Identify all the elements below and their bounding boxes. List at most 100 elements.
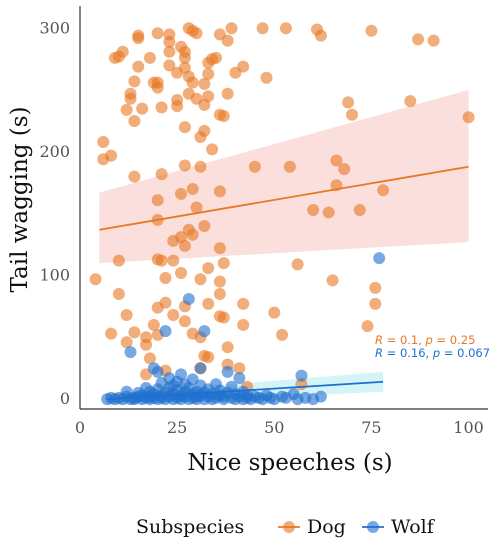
dog-point bbox=[202, 67, 215, 80]
dog-point bbox=[213, 242, 226, 255]
dog-point bbox=[124, 87, 137, 100]
dog-point bbox=[404, 95, 417, 108]
dog-point bbox=[175, 267, 188, 280]
wolf-point bbox=[194, 362, 207, 375]
dog-point bbox=[155, 101, 168, 114]
dog-point bbox=[143, 352, 156, 365]
dog-point bbox=[307, 203, 320, 216]
dog-point bbox=[105, 149, 118, 162]
wolf-regression-line bbox=[107, 380, 384, 401]
dog-point bbox=[105, 327, 118, 340]
dog-point bbox=[143, 51, 156, 64]
dog-point bbox=[167, 309, 180, 322]
dog-point bbox=[221, 87, 234, 100]
dog-point bbox=[237, 297, 250, 310]
dog-point bbox=[163, 35, 176, 48]
plot-area bbox=[89, 22, 475, 406]
dog-point bbox=[112, 288, 125, 301]
dog-point bbox=[159, 296, 172, 309]
dog-point bbox=[159, 271, 172, 284]
dog-point bbox=[206, 143, 219, 156]
dog-confidence-band bbox=[99, 90, 469, 264]
wolf-legend-dot bbox=[367, 521, 379, 533]
dog-point bbox=[268, 306, 281, 319]
dog-point bbox=[213, 288, 226, 301]
dog-point bbox=[217, 311, 230, 324]
dog-point bbox=[233, 362, 246, 375]
dog-point bbox=[178, 51, 191, 64]
y-tick-label: 300 bbox=[39, 18, 70, 37]
dog-point bbox=[326, 274, 339, 287]
dog-point bbox=[167, 254, 180, 267]
dog-point bbox=[163, 45, 176, 58]
dog-point bbox=[237, 60, 250, 73]
dog-point bbox=[132, 60, 145, 73]
legend-title: Subspecies bbox=[136, 516, 244, 538]
dog-point bbox=[283, 160, 296, 173]
dog-point bbox=[171, 100, 184, 113]
dog-point bbox=[202, 351, 215, 364]
wolf-point bbox=[151, 365, 164, 378]
dog-point bbox=[342, 96, 355, 109]
dog-point bbox=[353, 203, 366, 216]
wolf-point bbox=[221, 365, 234, 378]
dog-point bbox=[248, 160, 261, 173]
dog-point bbox=[186, 228, 199, 241]
dog-point bbox=[276, 328, 289, 341]
dog-point bbox=[314, 29, 327, 42]
wolf-point bbox=[124, 346, 137, 359]
dog-point bbox=[202, 262, 215, 275]
dog-point bbox=[365, 24, 378, 37]
dog-point bbox=[132, 29, 145, 42]
wolf-point bbox=[295, 369, 308, 382]
dog-point bbox=[120, 336, 133, 349]
dog-point bbox=[361, 320, 374, 333]
dog-point bbox=[186, 76, 199, 89]
x-tick-label: 0 bbox=[75, 418, 85, 437]
dog-point bbox=[194, 160, 207, 173]
tick-labels: 0 25 50 75 100 0 100 200 300 bbox=[39, 18, 483, 437]
dog-point bbox=[369, 281, 382, 294]
dog-point bbox=[178, 159, 191, 172]
dog-point bbox=[89, 273, 102, 286]
dog-point bbox=[213, 185, 226, 198]
wolf-point bbox=[233, 372, 246, 385]
dog-point bbox=[120, 103, 133, 116]
dog-point bbox=[412, 33, 425, 46]
dog-point bbox=[221, 341, 234, 354]
wolf-point bbox=[314, 390, 327, 403]
dog-point bbox=[190, 201, 203, 214]
dog-point bbox=[175, 187, 188, 200]
dog-point bbox=[213, 275, 226, 288]
dog-point bbox=[279, 22, 292, 35]
dog-point bbox=[221, 34, 234, 47]
dog-point bbox=[225, 22, 238, 35]
dog-regression-line bbox=[99, 165, 469, 231]
dog-point bbox=[147, 318, 160, 331]
dog-point bbox=[178, 121, 191, 134]
dog-point bbox=[151, 27, 164, 40]
dog-point bbox=[178, 239, 191, 252]
dog-point bbox=[97, 135, 110, 148]
dog-legend-dot bbox=[283, 521, 295, 533]
dog-point bbox=[140, 338, 153, 351]
dog-point bbox=[116, 45, 129, 58]
dog-stat-label: R = 0.1, p = 0.25 bbox=[375, 333, 475, 347]
dog-point bbox=[198, 124, 211, 137]
dog-point bbox=[178, 315, 191, 328]
dog-point bbox=[198, 77, 211, 90]
dog-point bbox=[210, 51, 222, 64]
dog-point bbox=[120, 309, 133, 322]
y-tick-label: 100 bbox=[39, 265, 70, 284]
wolf-stat-label: R = 0.16, p = 0.067 bbox=[375, 346, 490, 360]
x-tick-label: 50 bbox=[264, 418, 284, 437]
dog-point bbox=[346, 108, 358, 121]
wolf-point bbox=[373, 252, 386, 265]
wolf-point bbox=[159, 325, 172, 338]
wolf-point bbox=[182, 292, 195, 305]
dog-point bbox=[330, 154, 343, 167]
dog-legend-label: Dog bbox=[307, 516, 346, 538]
y-axis-title: Tail wagging (s) bbox=[7, 106, 33, 292]
dog-point bbox=[112, 254, 125, 267]
